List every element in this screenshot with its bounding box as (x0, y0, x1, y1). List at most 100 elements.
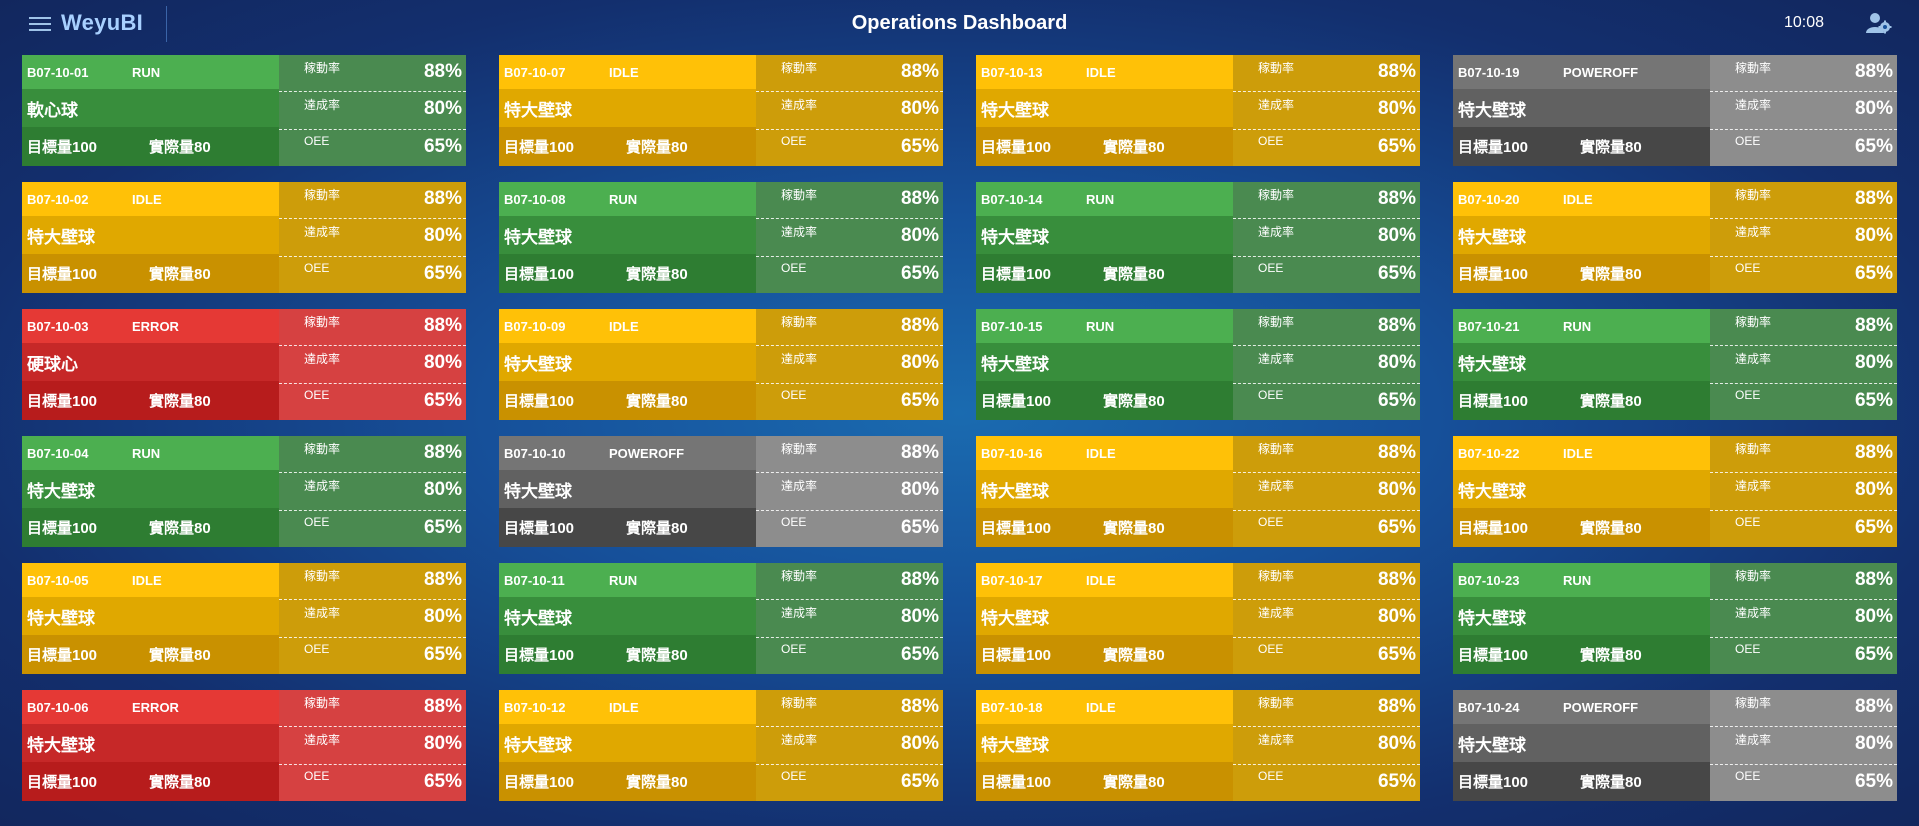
product-name: 特大壁球 (22, 597, 279, 635)
quantity-row: 目標量100 實際量80 (976, 508, 1233, 547)
uptime-label: 稼動率 (1735, 61, 1772, 75)
uptime-label: 稼動率 (304, 315, 341, 329)
machine-metrics: 稼動率 88% 達成率 80% OEE 65% (1233, 690, 1420, 801)
hamburger-menu-icon[interactable] (29, 16, 51, 32)
achievement-label: 達成率 (304, 479, 341, 494)
uptime-metric: 稼動率 88% (279, 563, 466, 601)
machine-card[interactable]: B07-10-07 IDLE 特大壁球 目標量100 實際量80 稼動率 88%… (499, 55, 943, 166)
uptime-value: 88% (900, 569, 939, 590)
uptime-value: 88% (1854, 61, 1893, 82)
achievement-value: 80% (1377, 352, 1416, 374)
achievement-metric: 達成率 80% (756, 600, 943, 638)
machine-id: B07-10-06 (27, 699, 89, 715)
machine-status: POWEROFF (609, 445, 685, 461)
machine-card[interactable]: B07-10-10 POWEROFF 特大壁球 目標量100 實際量80 稼動率… (499, 436, 943, 547)
product-name: 特大壁球 (976, 470, 1233, 508)
machine-header: B07-10-18 IDLE (976, 690, 1233, 724)
oee-metric: OEE 65% (279, 384, 466, 420)
product-name: 特大壁球 (499, 216, 756, 254)
quantity-row: 目標量100 實際量80 (22, 508, 279, 547)
quantity-row: 目標量100 實際量80 (1453, 508, 1710, 547)
machine-card[interactable]: B07-10-05 IDLE 特大壁球 目標量100 實際量80 稼動率 88%… (22, 563, 466, 674)
machine-info: B07-10-17 IDLE 特大壁球 目標量100 實際量80 (976, 563, 1233, 674)
uptime-label: 稼動率 (1735, 442, 1772, 456)
achievement-metric: 達成率 80% (1233, 727, 1420, 765)
machine-header: B07-10-22 IDLE (1453, 436, 1710, 470)
achievement-metric: 達成率 80% (756, 219, 943, 257)
user-settings-icon[interactable] (1866, 11, 1892, 35)
machine-header: B07-10-21 RUN (1453, 309, 1710, 343)
achievement-label: 達成率 (1735, 352, 1772, 367)
oee-value: 65% (900, 389, 939, 411)
machine-metrics: 稼動率 88% 達成率 80% OEE 65% (1710, 436, 1897, 547)
achievement-label: 達成率 (1735, 225, 1772, 240)
achievement-metric: 達成率 80% (279, 473, 466, 511)
machine-info: B07-10-16 IDLE 特大壁球 目標量100 實際量80 (976, 436, 1233, 547)
machine-header: B07-10-16 IDLE (976, 436, 1233, 470)
achievement-metric: 達成率 80% (279, 219, 466, 257)
machine-status: IDLE (1086, 699, 1116, 715)
machine-card[interactable]: B07-10-21 RUN 特大壁球 目標量100 實際量80 稼動率 88% … (1453, 309, 1897, 420)
machine-card[interactable]: B07-10-11 RUN 特大壁球 目標量100 實際量80 稼動率 88% … (499, 563, 943, 674)
machine-card[interactable]: B07-10-09 IDLE 特大壁球 目標量100 實際量80 稼動率 88%… (499, 309, 943, 420)
machine-card[interactable]: B07-10-19 POWEROFF 特大壁球 目標量100 實際量80 稼動率… (1453, 55, 1897, 166)
uptime-label: 稼動率 (1735, 696, 1772, 710)
machine-info: B07-10-05 IDLE 特大壁球 目標量100 實際量80 (22, 563, 279, 674)
machine-card[interactable]: B07-10-15 RUN 特大壁球 目標量100 實際量80 稼動率 88% … (976, 309, 1420, 420)
machine-card[interactable]: B07-10-22 IDLE 特大壁球 目標量100 實際量80 稼動率 88%… (1453, 436, 1897, 547)
machine-id: B07-10-07 (504, 64, 566, 80)
machine-status: RUN (132, 64, 161, 80)
achievement-metric: 達成率 80% (1710, 473, 1897, 511)
oee-value: 65% (423, 262, 462, 284)
machine-card[interactable]: B07-10-18 IDLE 特大壁球 目標量100 實際量80 稼動率 88%… (976, 690, 1420, 801)
oee-metric: OEE 65% (1710, 384, 1897, 420)
quantity-row: 目標量100 實際量80 (22, 381, 279, 420)
machine-card[interactable]: B07-10-24 POWEROFF 特大壁球 目標量100 實際量80 稼動率… (1453, 690, 1897, 801)
machine-id: B07-10-17 (981, 572, 1043, 588)
quantity-row: 目標量100 實際量80 (22, 635, 279, 674)
machine-header: B07-10-01 RUN (22, 55, 279, 89)
machine-status: IDLE (1086, 445, 1116, 461)
machine-card[interactable]: B07-10-20 IDLE 特大壁球 目標量100 實際量80 稼動率 88%… (1453, 182, 1897, 293)
achievement-label: 達成率 (781, 733, 818, 748)
machine-header: B07-10-03 ERROR (22, 309, 279, 343)
machine-metrics: 稼動率 88% 達成率 80% OEE 65% (756, 55, 943, 166)
brand-logo[interactable]: WeyuBI (61, 10, 144, 35)
uptime-value: 88% (423, 188, 462, 209)
machine-metrics: 稼動率 88% 達成率 80% OEE 65% (279, 563, 466, 674)
uptime-metric: 稼動率 88% (756, 436, 943, 474)
machine-card[interactable]: B07-10-16 IDLE 特大壁球 目標量100 實際量80 稼動率 88%… (976, 436, 1420, 547)
target-quantity: 目標量100 (504, 774, 575, 791)
machine-card[interactable]: B07-10-03 ERROR 硬球心 目標量100 實際量80 稼動率 88%… (22, 309, 466, 420)
machine-metrics: 稼動率 88% 達成率 80% OEE 65% (1233, 182, 1420, 293)
machine-card[interactable]: B07-10-13 IDLE 特大壁球 目標量100 實際量80 稼動率 88%… (976, 55, 1420, 166)
achievement-value: 80% (1854, 479, 1893, 501)
machine-card[interactable]: B07-10-01 RUN 軟心球 目標量100 實際量80 稼動率 88% 達… (22, 55, 466, 166)
oee-metric: OEE 65% (279, 765, 466, 801)
machine-card[interactable]: B07-10-17 IDLE 特大壁球 目標量100 實際量80 稼動率 88%… (976, 563, 1420, 674)
product-name: 特大壁球 (976, 343, 1233, 381)
machine-info: B07-10-08 RUN 特大壁球 目標量100 實際量80 (499, 182, 756, 293)
oee-value: 65% (423, 770, 462, 792)
machine-card[interactable]: B07-10-04 RUN 特大壁球 目標量100 實際量80 稼動率 88% … (22, 436, 466, 547)
machine-card[interactable]: B07-10-06 ERROR 特大壁球 目標量100 實際量80 稼動率 88… (22, 690, 466, 801)
oee-metric: OEE 65% (1233, 765, 1420, 801)
uptime-label: 稼動率 (1735, 315, 1772, 329)
product-name: 特大壁球 (976, 216, 1233, 254)
machine-card[interactable]: B07-10-08 RUN 特大壁球 目標量100 實際量80 稼動率 88% … (499, 182, 943, 293)
uptime-value: 88% (423, 315, 462, 336)
machine-info: B07-10-22 IDLE 特大壁球 目標量100 實際量80 (1453, 436, 1710, 547)
machine-info: B07-10-04 RUN 特大壁球 目標量100 實際量80 (22, 436, 279, 547)
machine-card[interactable]: B07-10-23 RUN 特大壁球 目標量100 實際量80 稼動率 88% … (1453, 563, 1897, 674)
machine-card[interactable]: B07-10-12 IDLE 特大壁球 目標量100 實際量80 稼動率 88%… (499, 690, 943, 801)
machine-header: B07-10-07 IDLE (499, 55, 756, 89)
uptime-label: 稼動率 (781, 569, 818, 583)
machine-id: B07-10-21 (1458, 318, 1520, 334)
oee-label: OEE (304, 387, 330, 402)
achievement-value: 80% (423, 479, 462, 501)
machine-card[interactable]: B07-10-14 RUN 特大壁球 目標量100 實際量80 稼動率 88% … (976, 182, 1420, 293)
machine-metrics: 稼動率 88% 達成率 80% OEE 65% (1710, 690, 1897, 801)
machine-card[interactable]: B07-10-02 IDLE 特大壁球 目標量100 實際量80 稼動率 88%… (22, 182, 466, 293)
machine-id: B07-10-15 (981, 318, 1043, 334)
oee-value: 65% (1854, 389, 1893, 411)
